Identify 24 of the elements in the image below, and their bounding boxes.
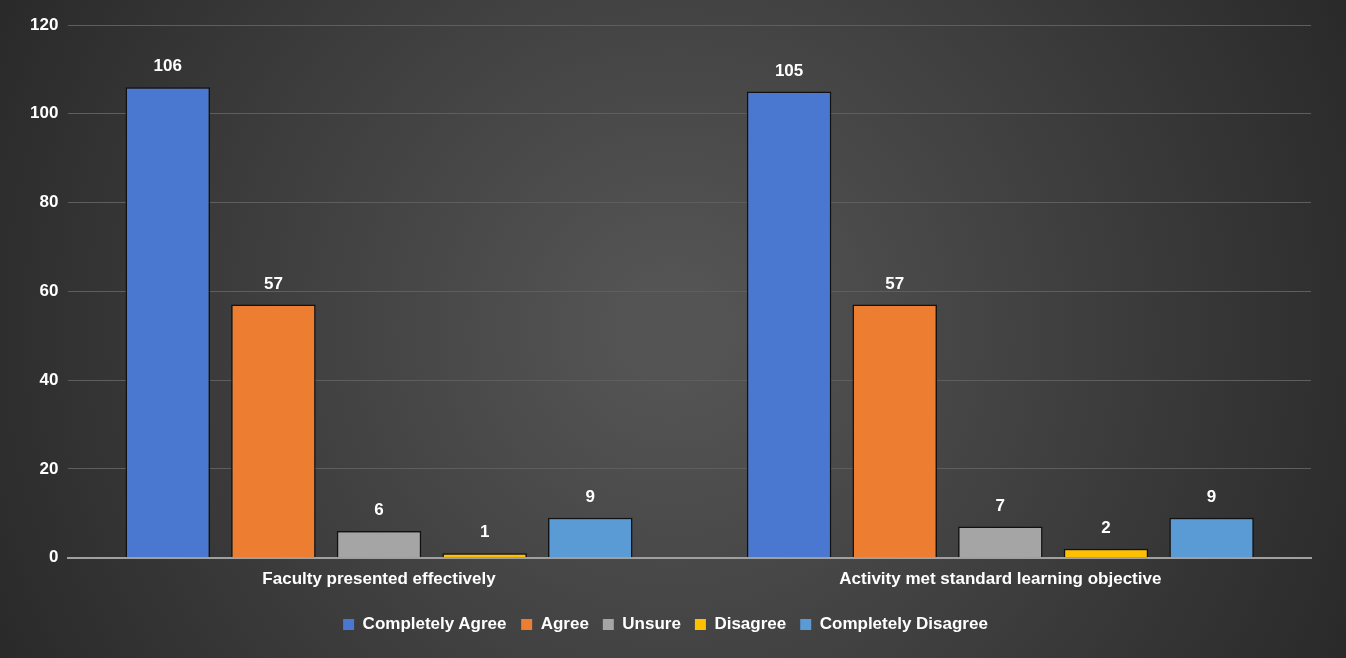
data-label: 9 [585, 486, 596, 506]
legend-label: Completely Disagree [819, 614, 988, 634]
x-tick-label: Faculty presented effectively [262, 569, 497, 589]
data-label: 57 [885, 273, 905, 293]
y-tick-label: 0 [48, 547, 59, 567]
data-label: 106 [153, 56, 182, 76]
data-label: 2 [1101, 517, 1111, 537]
legend-label: Agree [540, 614, 589, 634]
legend-label: Completely Agree [362, 614, 507, 634]
y-tick-label: 120 [29, 14, 59, 34]
data-label: 1 [479, 522, 490, 542]
data-label: 9 [1206, 486, 1217, 506]
legend-label: Unsure [622, 614, 681, 634]
x-tick-label: Activity met standard learning objective [839, 569, 1162, 589]
y-tick-label: 80 [39, 192, 59, 212]
y-tick-label: 60 [39, 280, 59, 300]
y-tick-label: 100 [29, 103, 59, 123]
data-label: 105 [774, 60, 804, 80]
data-label: 57 [263, 273, 283, 293]
data-label: 6 [374, 500, 384, 520]
y-tick-label: 40 [39, 369, 59, 389]
data-label: 7 [995, 495, 1006, 515]
y-tick-label: 20 [39, 458, 59, 478]
legend-label: Disagree [714, 614, 787, 634]
